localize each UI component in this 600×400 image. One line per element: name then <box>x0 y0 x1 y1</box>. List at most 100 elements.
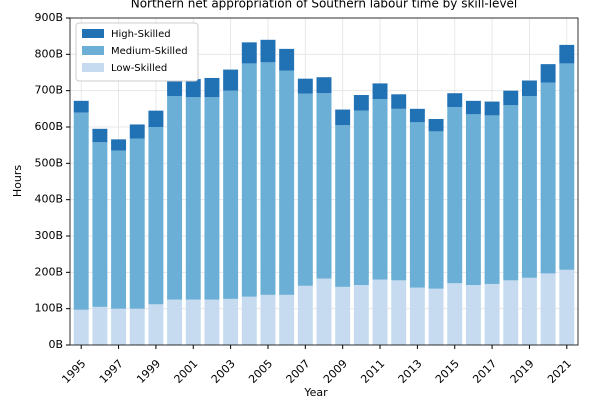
y-tick-label: 400B <box>34 193 63 206</box>
bar-segment <box>260 294 276 345</box>
legend-swatch <box>82 63 104 72</box>
bar-segment <box>503 90 519 106</box>
bar-segment <box>204 97 220 300</box>
bar-segment <box>241 296 257 345</box>
y-tick-label: 700B <box>34 84 63 97</box>
bar-segment <box>297 78 313 94</box>
legend-swatch <box>82 46 104 55</box>
bar-segment <box>503 280 519 345</box>
bar-segment <box>559 63 575 270</box>
bar-segment <box>241 42 257 64</box>
bar-segment <box>521 277 537 345</box>
legend: High-Skilled Medium-Skilled Low-Skilled <box>75 22 199 82</box>
bar-segment <box>409 108 425 123</box>
bar-segment <box>129 124 145 139</box>
legend-box <box>75 22 199 82</box>
y-tick-label: 200B <box>34 265 63 278</box>
bar-segment <box>316 93 332 279</box>
x-axis-label: Year <box>303 386 328 399</box>
bar-segment <box>297 285 313 345</box>
y-tick-label: 300B <box>34 229 63 242</box>
bar-segment <box>73 100 89 113</box>
y-tick-label: 900B <box>34 11 63 24</box>
bar-segment <box>241 63 257 297</box>
y-axis-label: Hours <box>11 165 24 197</box>
bar-segment <box>148 127 164 305</box>
bar-segment <box>372 83 388 100</box>
bar-segment <box>391 108 407 281</box>
y-tick-label: 500B <box>34 156 63 169</box>
bar-segment <box>335 286 351 345</box>
bar-segment <box>204 299 220 345</box>
plot-frame <box>69 17 579 346</box>
bar-segment <box>391 280 407 345</box>
bar-segment <box>167 76 183 97</box>
bar-segment <box>260 39 276 63</box>
bar-segment <box>484 283 500 345</box>
bar-segment <box>111 308 127 345</box>
bar-segment <box>428 119 444 132</box>
bar-segment <box>335 109 351 126</box>
bar-segment <box>167 96 183 300</box>
bar-segment <box>92 142 108 307</box>
bar-segment <box>409 122 425 288</box>
bar-segment <box>92 128 108 143</box>
bar-segment <box>279 70 295 295</box>
bar-segment <box>353 95 369 111</box>
legend-label: Low-Skilled <box>111 63 167 74</box>
bar-segment <box>447 283 463 345</box>
bar-segment <box>484 115 500 284</box>
bar-segment <box>559 44 575 64</box>
y-tick-label: 600B <box>34 120 63 133</box>
bar-segment <box>540 273 556 345</box>
bar-segment <box>223 298 239 345</box>
bar-segment <box>185 79 201 98</box>
bar-segment <box>92 306 108 345</box>
bar-segment <box>185 299 201 345</box>
bar-segment <box>73 112 89 310</box>
y-tick-label: 100B <box>34 302 63 315</box>
bar-segment <box>316 77 332 94</box>
bar-segment <box>465 100 481 115</box>
bar-segment <box>148 110 164 127</box>
bar-segment <box>353 110 369 286</box>
bar-segment <box>428 288 444 345</box>
bar-segment <box>409 287 425 345</box>
bar-segment <box>465 285 481 345</box>
bar-segment <box>279 294 295 345</box>
bar-segment <box>111 139 127 151</box>
bar-segment <box>167 299 183 345</box>
bar-segment <box>372 279 388 345</box>
y-tick-label: 800B <box>34 47 63 60</box>
bar-segment <box>129 138 145 309</box>
bar-segment <box>540 82 556 274</box>
bar-segment <box>111 150 127 309</box>
bar-segment <box>204 77 220 98</box>
bars <box>73 39 575 345</box>
bar-segment <box>185 97 201 300</box>
bar-segment <box>335 125 351 287</box>
bar-segment <box>297 93 313 286</box>
y-tick-label: 0B <box>48 338 63 351</box>
bar-segment <box>521 80 537 97</box>
bar-segment <box>484 101 500 116</box>
bar-segment <box>223 90 239 299</box>
bar-segment <box>540 64 556 83</box>
bar-segment <box>353 285 369 345</box>
bar-segment <box>391 94 407 109</box>
bar-segment <box>503 105 519 281</box>
bar-segment <box>447 93 463 108</box>
bar-segment <box>521 96 537 278</box>
bar-segment <box>223 69 239 91</box>
bar-segment <box>372 99 388 280</box>
legend-swatch <box>82 29 104 38</box>
bar-segment <box>73 309 89 345</box>
bar-segment <box>129 308 145 345</box>
chart-title: Northern net appropriation of Southern l… <box>131 0 518 11</box>
legend-label: Medium-Skilled <box>111 46 188 57</box>
bar-segment <box>447 107 463 284</box>
bar-segment <box>559 269 575 345</box>
bar-segment <box>465 114 481 286</box>
bar-segment <box>428 131 444 289</box>
